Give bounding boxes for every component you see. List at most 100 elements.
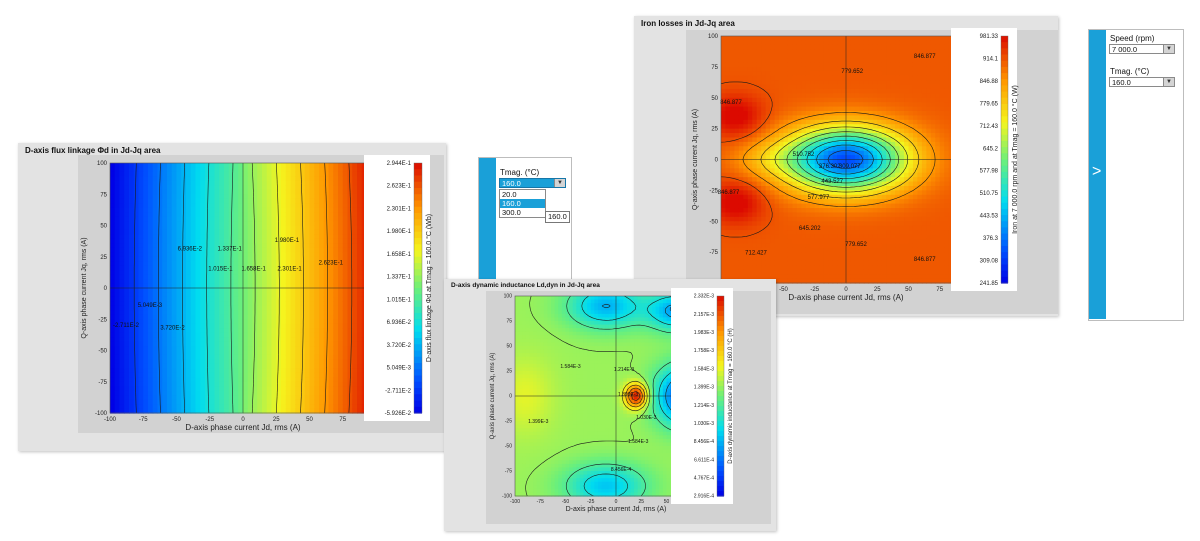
heatmap-cell xyxy=(357,301,363,307)
heatmap-cell xyxy=(162,372,168,378)
heatmap-cell xyxy=(133,194,140,200)
heatmap-cell xyxy=(319,372,325,378)
heatmap-cell xyxy=(285,328,292,334)
heatmap-cell xyxy=(157,337,163,343)
tmag-option-selected[interactable]: 160.0 xyxy=(500,199,545,208)
heatmap-cell xyxy=(774,177,780,183)
heatmap-cell xyxy=(219,243,225,249)
heatmap-cell xyxy=(295,341,301,347)
heatmap-cell xyxy=(224,377,230,383)
heatmap-cell xyxy=(247,243,254,249)
heatmap-cell xyxy=(850,49,856,55)
heatmap-cell xyxy=(190,346,197,352)
heatmap-cell xyxy=(774,155,780,161)
heatmap-cell xyxy=(176,247,182,253)
heatmap-cell xyxy=(752,58,758,64)
heatmap-cell xyxy=(734,265,740,271)
heatmap-cell xyxy=(133,221,140,227)
heatmap-cell xyxy=(200,198,206,204)
heatmap-cell xyxy=(133,301,140,307)
heatmap-cell xyxy=(176,350,182,356)
heatmap-cell xyxy=(295,238,301,244)
heatmap-cell xyxy=(167,350,173,356)
heatmap-cell xyxy=(167,256,173,262)
heatmap-cell xyxy=(774,150,780,156)
heatmap-cell xyxy=(162,354,168,361)
heatmap-cell xyxy=(819,247,825,253)
heatmap-cell xyxy=(129,171,135,177)
heatmap-cell xyxy=(850,163,856,169)
heatmap-cell xyxy=(129,296,135,302)
heatmap-cell xyxy=(779,106,785,112)
tmag-panel-side-bar[interactable] xyxy=(479,158,496,279)
heatmap-cell xyxy=(761,44,767,50)
heatmap-cell xyxy=(300,305,306,311)
heatmap-cell xyxy=(276,207,282,213)
heatmap-cell xyxy=(114,301,121,307)
heatmap-cell xyxy=(200,216,206,222)
heatmap-cell xyxy=(219,265,225,271)
heatmap-cell xyxy=(214,203,220,209)
heatmap-cell xyxy=(342,203,349,209)
heatmap-cell xyxy=(247,234,254,240)
heatmap-cell xyxy=(796,102,802,108)
heatmap-cell xyxy=(247,229,254,236)
heatmap-cell xyxy=(319,274,325,280)
y-tick-label: -50 xyxy=(98,349,107,355)
heatmap-cell xyxy=(309,341,315,347)
heatmap-cell xyxy=(357,270,363,276)
heatmap-cell xyxy=(342,261,349,267)
heatmap-cell xyxy=(157,288,163,294)
chevron-down-icon[interactable]: ▼ xyxy=(554,179,565,187)
heatmap-cell xyxy=(148,305,154,311)
heatmap-cell xyxy=(738,230,744,236)
heatmap-cell xyxy=(124,180,130,186)
heatmap-cell xyxy=(162,256,168,262)
heatmap-cell xyxy=(238,319,244,325)
heatmap-cell xyxy=(832,185,838,191)
heatmap-cell xyxy=(257,171,263,177)
tmag-option[interactable]: 300.0 xyxy=(502,208,521,217)
heatmap-cell xyxy=(195,363,201,369)
colorbar-segment xyxy=(414,400,422,408)
heatmap-cell xyxy=(792,278,798,284)
heatmap-cell xyxy=(143,225,149,231)
heatmap-cell xyxy=(152,185,159,191)
heatmap-cell xyxy=(200,314,206,320)
heatmap-cell xyxy=(233,359,239,365)
heatmap-cell xyxy=(347,256,353,262)
heatmap-cell xyxy=(162,305,168,311)
heatmap-cell xyxy=(837,106,843,112)
heatmap-cell xyxy=(338,234,344,240)
heatmap-cell xyxy=(721,106,727,112)
heatmap-cell xyxy=(124,386,130,392)
heatmap-cell xyxy=(200,323,206,329)
heatmap-cell xyxy=(138,332,144,338)
heatmap-cell xyxy=(271,377,277,383)
heatmap-cell xyxy=(338,337,344,343)
heatmap-cell xyxy=(357,207,363,213)
heatmap-cell xyxy=(747,177,753,183)
heatmap-cell xyxy=(832,66,838,72)
heatmap-cell xyxy=(124,189,130,195)
heatmap-cell xyxy=(138,386,144,392)
heatmap-cell xyxy=(837,247,843,253)
heatmap-cell xyxy=(787,216,794,222)
heatmap-cell xyxy=(801,216,807,222)
heatmap-cell xyxy=(200,225,206,231)
heatmap-cell xyxy=(252,221,258,227)
tmag-option[interactable]: 20.0 xyxy=(502,190,517,199)
heatmap-cell xyxy=(281,180,287,186)
heatmap-cell xyxy=(304,221,311,227)
heatmap-cell xyxy=(846,102,852,108)
heatmap-cell xyxy=(342,381,349,387)
heatmap-cell xyxy=(747,124,753,130)
heatmap-cell xyxy=(257,274,263,280)
heatmap-cell xyxy=(228,256,235,262)
heatmap-cell xyxy=(195,247,201,253)
heatmap-cell xyxy=(162,229,168,236)
heatmap-cell xyxy=(850,238,856,244)
tmag-select[interactable]: 160.0 ▼ xyxy=(499,178,566,188)
heatmap-cell xyxy=(110,404,116,410)
heatmap-cell xyxy=(747,80,753,86)
